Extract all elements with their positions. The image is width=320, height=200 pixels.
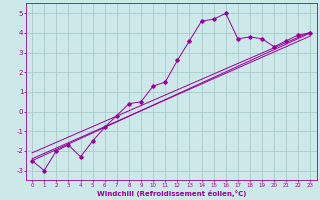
X-axis label: Windchill (Refroidissement éolien,°C): Windchill (Refroidissement éolien,°C) (97, 190, 246, 197)
